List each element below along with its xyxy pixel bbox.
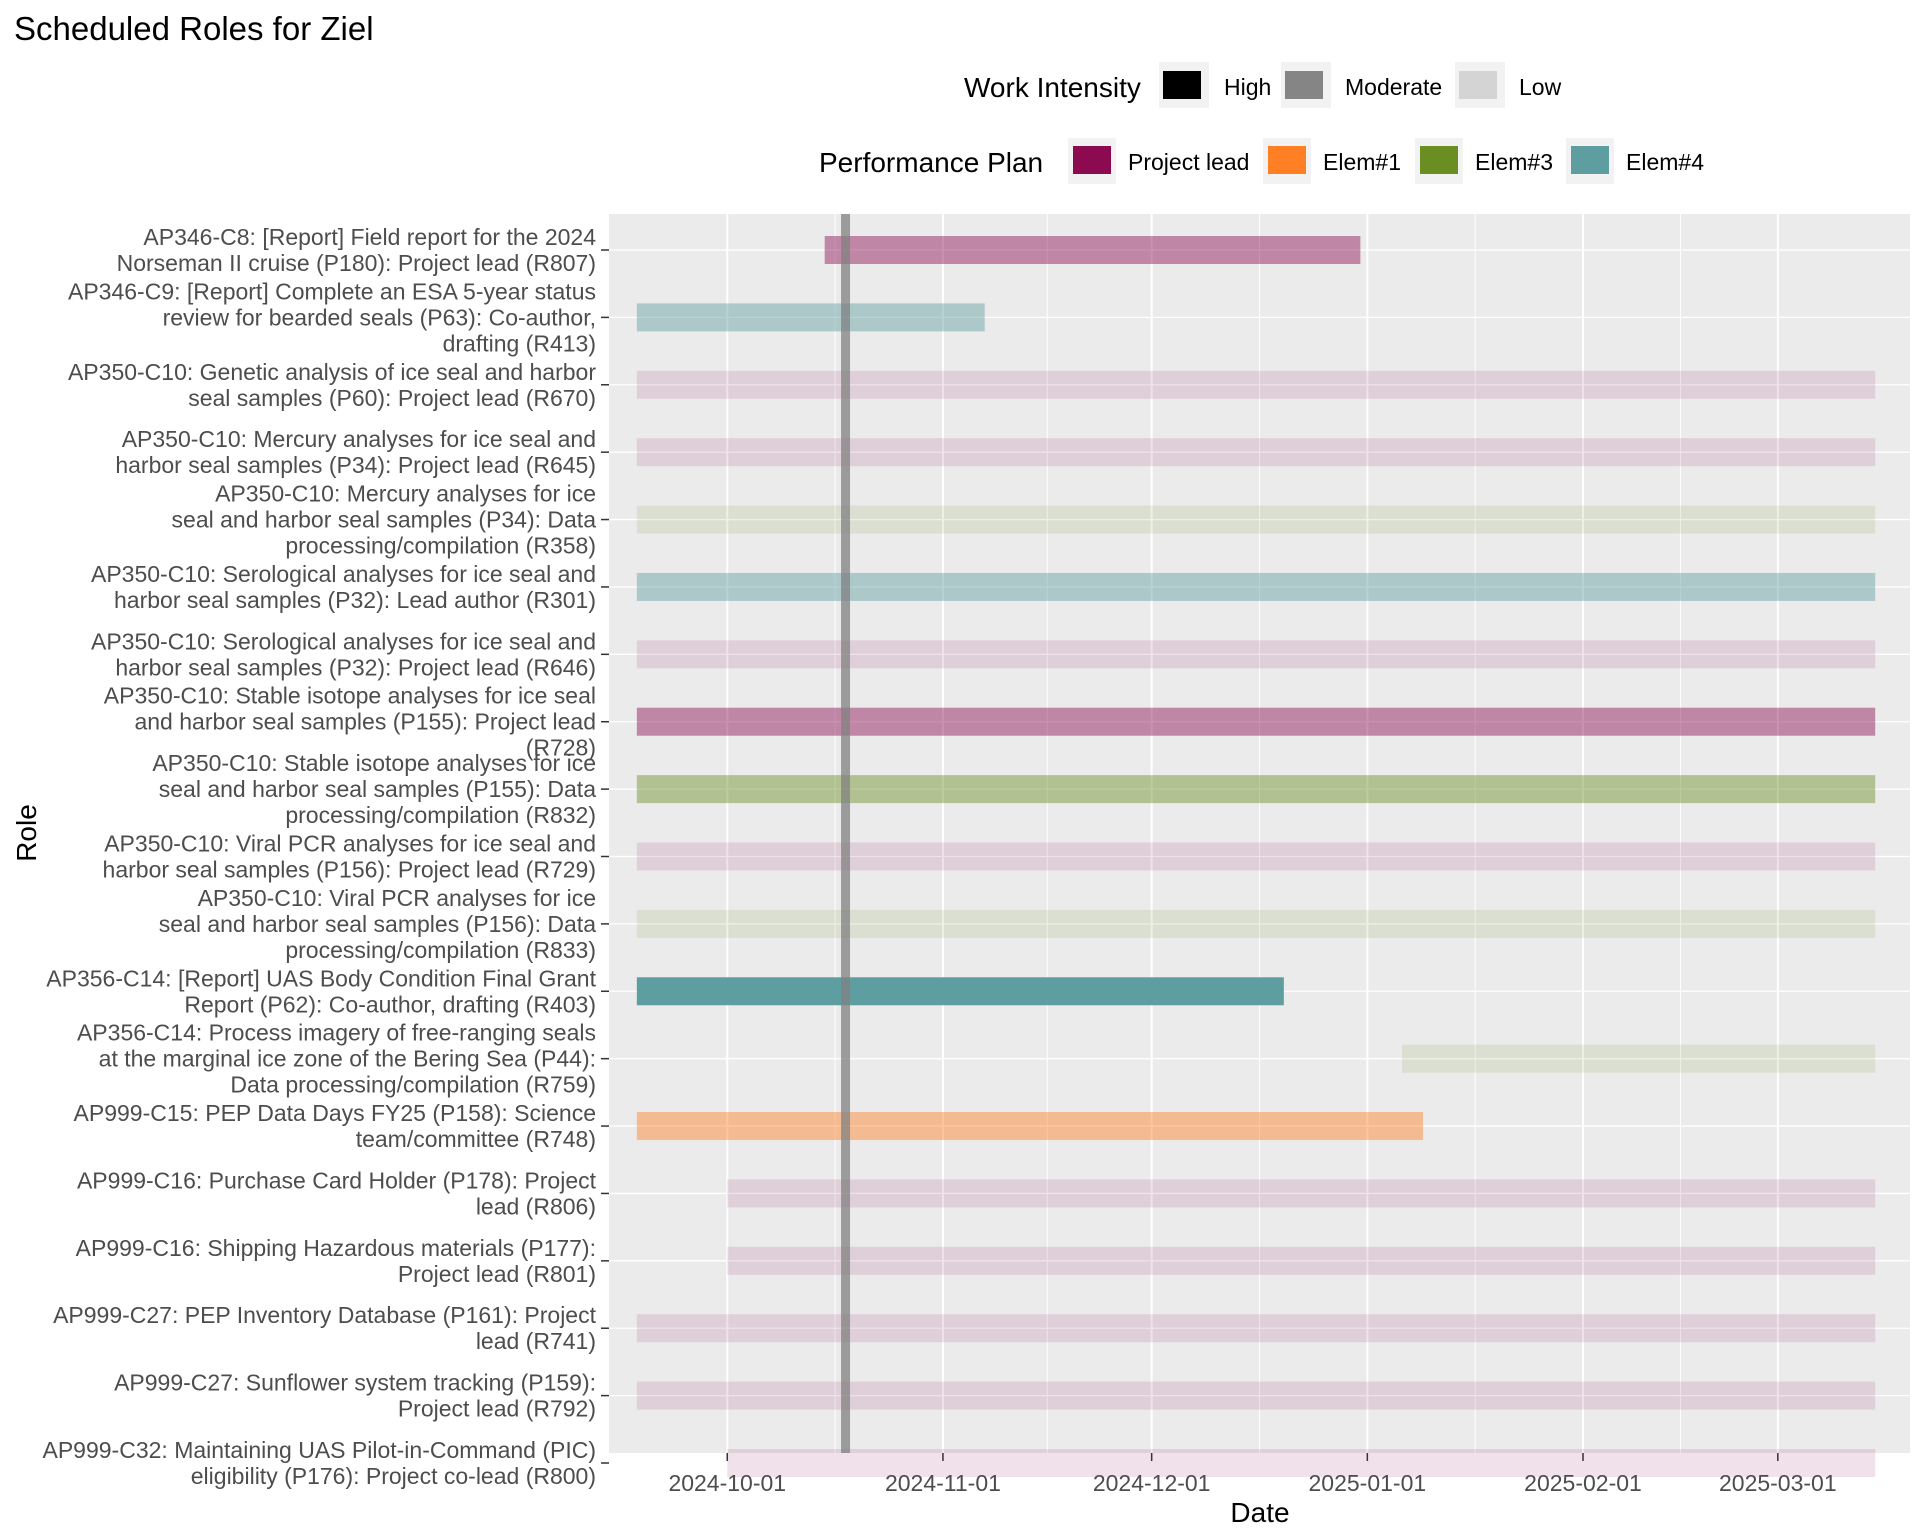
role-label: AP356-C14: [Report] UAS Body Condition F… [46, 965, 596, 1017]
role-bar [636, 1314, 1876, 1343]
role-bar [636, 909, 1876, 938]
x-axis: 2024-10-01 2024-11-01 2024-12-01 2025-01-01… [668, 1453, 1837, 1496]
role-bar [727, 1179, 1876, 1208]
role-bar [636, 370, 1876, 399]
legend-label-plan: Elem#1 [1323, 149, 1401, 175]
x-axis-title: Date [1230, 1497, 1289, 1528]
x-tick-label: 2024-11-01 [885, 1470, 1001, 1496]
legend-title-plan: Performance Plan [819, 147, 1043, 178]
legend-key-plan [1420, 146, 1458, 174]
role-bar [636, 842, 1876, 871]
role-bar [636, 572, 1876, 601]
role-label: AP999-C32: Maintaining UAS Pilot-in-Comm… [43, 1437, 597, 1489]
legend-label-intensity: Low [1519, 74, 1562, 100]
chart-title: Scheduled Roles for Ziel [14, 10, 374, 47]
role-bar [1402, 1044, 1876, 1073]
role-bar [636, 1381, 1876, 1410]
role-bar [727, 1246, 1876, 1275]
legend-key-plan [1571, 146, 1609, 174]
role-bar [727, 1449, 1876, 1477]
role-bar [636, 303, 985, 332]
role-label: AP346-C9: [Report] Complete an ESA 5-yea… [68, 278, 596, 356]
role-bar [636, 1112, 1423, 1141]
y-axis-labels: AP346-C8: [Report] Field report for the … [43, 224, 609, 1489]
role-label: AP999-C27: PEP Inventory Database (P161)… [53, 1302, 597, 1354]
role-bar [824, 236, 1361, 264]
legend-key-bg [1281, 62, 1331, 108]
role-bar [636, 977, 1284, 1006]
legend-key-intensity [1163, 71, 1201, 99]
x-tick-label: 2025-01-01 [1309, 1470, 1427, 1496]
legend-label-plan: Elem#3 [1475, 149, 1553, 175]
role-label: AP350-C10: Viral PCR analyses for ice se… [103, 831, 596, 883]
legend-key-intensity [1285, 71, 1323, 99]
role-label: AP999-C16: Purchase Card Holder (P178): … [77, 1167, 597, 1219]
legend-key-intensity [1459, 71, 1497, 99]
x-tick-label: 2024-10-01 [668, 1470, 786, 1496]
legend-key-bg [1455, 62, 1505, 108]
role-bar [636, 775, 1876, 804]
role-label: AP999-C27: Sunflower system tracking (P1… [114, 1370, 596, 1422]
role-label: AP999-C16: Shipping Hazardous materials … [76, 1235, 596, 1287]
role-bar [636, 640, 1876, 669]
legend-label-plan: Elem#4 [1626, 149, 1704, 175]
role-label: AP356-C14: Process imagery of free-rangi… [77, 1020, 596, 1098]
role-label: AP350-C10: Mercury analyses for ice seal… [115, 426, 596, 478]
role-label: AP350-C10: Mercury analyses for ice seal … [172, 481, 597, 559]
role-label: AP350-C10: Serological analyses for ice … [91, 628, 596, 680]
grid-lines [609, 214, 1910, 1464]
role-bar [636, 707, 1876, 736]
role-bar [636, 438, 1876, 467]
legend-key-plan [1268, 146, 1306, 174]
role-label: AP350-C10: Genetic analysis of ice seal … [68, 359, 596, 411]
legend-title-intensity: Work Intensity [964, 72, 1141, 103]
legend-label-intensity: Moderate [1345, 74, 1442, 100]
role-label: AP350-C10: Viral PCR analyses for ice sea… [159, 885, 596, 963]
role-bar [636, 505, 1876, 534]
role-label: AP999-C15: PEP Data Days FY25 (P158): Sc… [74, 1100, 596, 1152]
role-label: AP350-C10: Stable isotope analyses for i… [104, 683, 596, 761]
legend-key-plan [1073, 146, 1111, 174]
legend-label-plan: Project lead [1128, 149, 1249, 175]
legend-label-intensity: High [1224, 74, 1271, 100]
y-axis-title: Role [11, 804, 42, 862]
x-tick-label: 2024-12-01 [1093, 1470, 1211, 1496]
x-tick-label: 2025-02-01 [1524, 1470, 1642, 1496]
role-label: AP350-C10: Stable isotope analyses for i… [152, 750, 596, 828]
legends: Work Intensity High Moderate Low Performance… [819, 62, 1704, 184]
x-tick-label: 2025-03-01 [1719, 1470, 1837, 1496]
role-label: AP346-C8: [Report] Field report for the … [117, 224, 597, 276]
role-label: AP350-C10: Serological analyses for ice … [91, 561, 596, 613]
